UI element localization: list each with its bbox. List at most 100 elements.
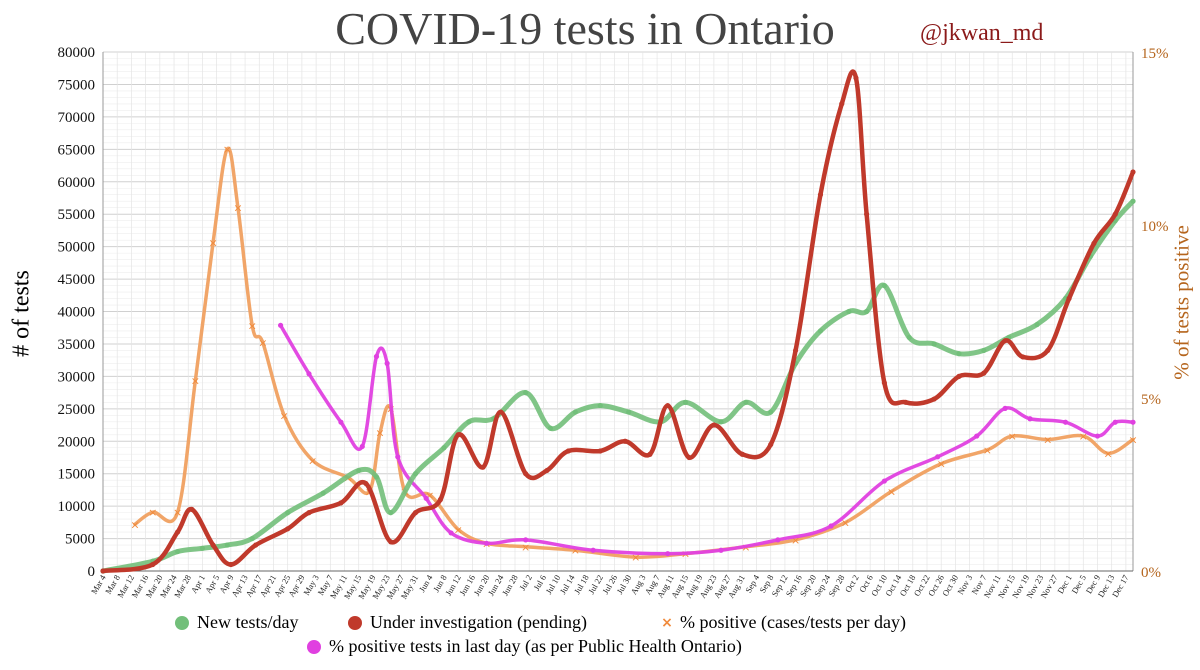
- y-tick-label: 35000: [58, 337, 96, 353]
- data-point-pho-positive: [1130, 419, 1136, 425]
- data-point-pending: [768, 441, 774, 448]
- data-point-pct-positive: ×: [223, 143, 232, 156]
- data-point-pending: [338, 500, 344, 506]
- data-point-pending: [544, 467, 550, 474]
- y2-tick-label: 5%: [1141, 392, 1161, 408]
- data-point-new-tests: [441, 445, 447, 451]
- data-point-pho-positive: [881, 478, 887, 484]
- data-point-new-tests: [1130, 198, 1136, 204]
- data-point-new-tests: [881, 282, 887, 289]
- y-tick-label: 45000: [58, 272, 96, 288]
- data-point-pho-positive: [665, 551, 671, 557]
- data-point-new-tests: [626, 409, 632, 415]
- data-point-pho-positive: [1027, 416, 1033, 422]
- data-point-pho-positive: [1062, 419, 1069, 425]
- data-point-pho-positive: [523, 537, 529, 543]
- data-point-pending: [150, 561, 156, 568]
- data-point-pho-positive: [338, 419, 344, 425]
- data-point-pct-positive: ×: [280, 409, 289, 422]
- data-point-new-tests: [768, 409, 774, 415]
- data-point-pho-positive: [423, 495, 429, 501]
- data-point-new-tests: [1034, 321, 1040, 328]
- legend-label-new-tests: New tests/day: [197, 612, 299, 632]
- data-point-pho-positive: [590, 547, 596, 553]
- x-tick-label: Jul 2: [517, 573, 534, 592]
- data-point-pho-positive: [277, 322, 284, 328]
- data-point-pending: [437, 497, 444, 503]
- y-tick-label: 40000: [58, 305, 96, 321]
- y-tick-label: 55000: [58, 207, 96, 223]
- data-point-pct-positive: ×: [130, 518, 139, 531]
- data-point-pho-positive: [373, 353, 380, 360]
- data-point-pho-positive: [395, 454, 401, 460]
- data-point-pending: [622, 438, 628, 444]
- data-point-pending: [285, 526, 291, 532]
- data-point-pending: [647, 451, 653, 457]
- data-point-pending: [1130, 169, 1136, 175]
- data-point-pho-positive: [384, 360, 390, 366]
- data-point-new-tests: [956, 351, 962, 357]
- data-point-new-tests: [597, 402, 603, 409]
- data-point-pending: [523, 471, 529, 477]
- data-point-pct-positive: ×: [248, 319, 257, 332]
- data-point-pho-positive: [306, 371, 312, 377]
- data-point-new-tests: [743, 399, 749, 405]
- red-dot-icon: [348, 615, 362, 630]
- y2-tick-label: 15%: [1141, 46, 1169, 62]
- data-point-pending: [903, 399, 909, 405]
- series-line-pending: [100, 69, 1136, 574]
- data-point-pct-positive: ×: [208, 236, 217, 249]
- y2-tick-label: 0%: [1141, 565, 1161, 581]
- data-point-pct-positive: ×: [521, 541, 530, 554]
- data-point-pct-positive: ×: [1104, 447, 1113, 460]
- y-tick-label: 65000: [58, 142, 96, 158]
- data-point-pending: [1066, 295, 1072, 302]
- x-mark-icon: ×: [661, 614, 673, 631]
- data-point-new-tests: [931, 341, 937, 347]
- data-point-new-tests: [864, 308, 870, 315]
- data-point-pending: [189, 506, 195, 512]
- data-point-pending: [739, 451, 745, 457]
- x-tick-label: Oct 2: [843, 573, 861, 594]
- data-point-pending: [853, 75, 859, 81]
- magenta-dot-icon: [307, 639, 321, 654]
- data-point-pho-positive: [828, 523, 834, 529]
- data-point-pending: [665, 402, 671, 409]
- data-point-pct-positive: ×: [1008, 430, 1017, 443]
- data-point-new-tests: [981, 347, 987, 354]
- chart-title: COVID-19 tests in Ontario: [335, 3, 835, 54]
- data-point-pending: [480, 464, 486, 470]
- data-point-pending: [839, 101, 845, 107]
- legend-label-pho-positive: % positive tests in last day (as per Pub…: [329, 636, 742, 656]
- data-point-pending: [864, 211, 870, 217]
- data-point-pct-positive: ×: [887, 485, 896, 498]
- data-point-pho-positive: [974, 433, 980, 439]
- data-point-pho-positive: [1002, 405, 1008, 411]
- data-point-new-tests: [817, 328, 824, 334]
- author-handle: @jkwan_md: [920, 20, 1044, 46]
- y-tick-label: 70000: [58, 110, 96, 126]
- y-tick-label: 60000: [58, 175, 96, 191]
- data-point-pho-positive: [775, 537, 781, 543]
- data-point-pending: [455, 432, 461, 438]
- data-point-new-tests: [373, 474, 380, 480]
- data-point-new-tests: [199, 545, 206, 551]
- y-tick-label: 0: [88, 564, 96, 580]
- y-tick-label: 15000: [58, 467, 96, 483]
- data-point-pct-positive: ×: [571, 544, 580, 557]
- data-point-pct-positive: ×: [1043, 434, 1052, 447]
- data-point-pending: [388, 539, 394, 545]
- data-point-pho-positive: [1112, 419, 1118, 425]
- data-point-new-tests: [682, 399, 689, 405]
- data-point-pending: [174, 529, 181, 535]
- data-point-pho-positive: [483, 540, 490, 546]
- data-point-new-tests: [388, 510, 394, 516]
- legend: New tests/day Under investigation (pendi…: [0, 606, 1200, 666]
- data-point-pct-positive: ×: [1079, 430, 1088, 443]
- data-point-new-tests: [412, 471, 419, 477]
- y-tick-label: 10000: [58, 499, 96, 515]
- legend-item-pct-positive: × % positive (cases/tests per day): [660, 612, 906, 633]
- data-point-pct-positive: ×: [173, 506, 182, 519]
- data-point-new-tests: [572, 409, 578, 415]
- y2-tick-label: 10%: [1141, 219, 1169, 235]
